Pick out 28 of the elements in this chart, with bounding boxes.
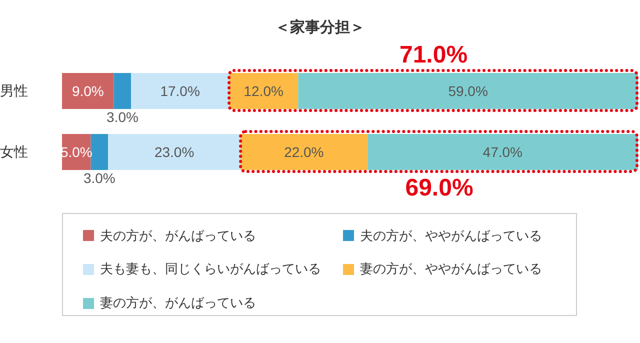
bar [367,134,638,170]
y-tick-label: 男性 [0,82,28,98]
data-label: 9.0% [72,83,104,99]
bar [229,73,298,109]
legend-label: 夫の方が、がんばっている [99,226,257,245]
data-label: 3.0% [83,170,116,186]
bar [62,73,114,109]
y-tick-label: 女性 [0,144,28,160]
data-label: 3.0% [106,109,138,125]
legend-label: 夫の方が、ややがんばっている [359,226,543,245]
legend-label: 夫も妻も、同じくらいがんばっている [99,260,322,278]
bar [298,73,638,109]
bar [90,134,108,170]
data-label: 12.0% [244,83,284,99]
bar [131,73,230,109]
annotation: 69.0% [405,174,474,202]
data-label: 22.0% [284,144,324,160]
chart-title: ＜家事分担＞ [274,18,366,37]
annotation: 71.0% [399,42,468,68]
bar [240,134,368,170]
data-label: 59.0% [448,83,488,99]
data-label: 23.0% [154,144,194,160]
bar [114,73,132,109]
bar [108,134,241,170]
data-label: 17.0% [160,83,200,99]
legend-label: 妻の方が、がんばっている [99,294,257,312]
data-label: 47.0% [482,144,522,160]
legend-label: 妻の方が、ややがんばっている [359,260,543,278]
